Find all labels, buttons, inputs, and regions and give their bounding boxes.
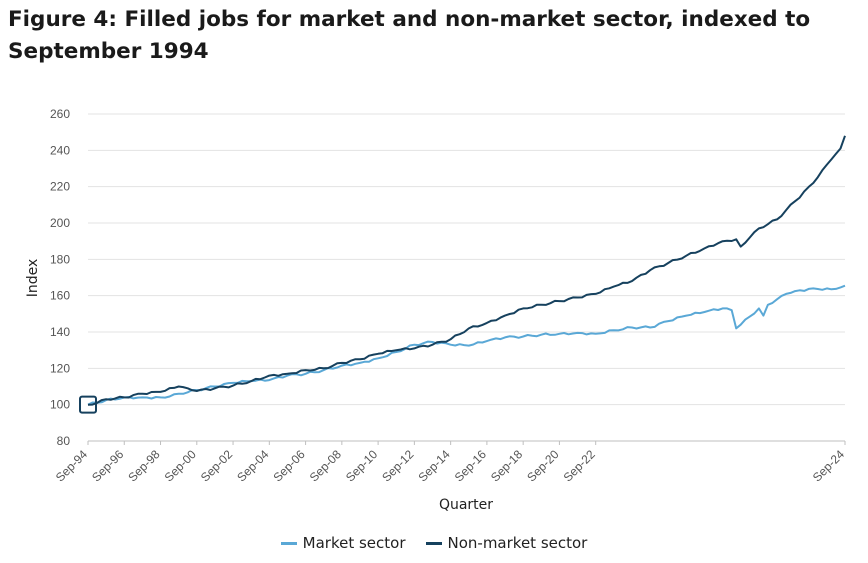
x-tick-label: Sep-00 xyxy=(162,447,199,484)
y-tick-label: 100 xyxy=(50,398,70,412)
chart-title: Figure 4: Filled jobs for market and non… xyxy=(8,7,811,64)
series-line-market xyxy=(87,284,846,406)
x-tick-label: Sep-04 xyxy=(234,447,271,484)
x-tick-label: Sep-94 xyxy=(53,447,90,484)
series-line-non-market xyxy=(87,135,846,406)
y-tick-label: 160 xyxy=(50,289,70,303)
legend-label-non-market: Non-market sector xyxy=(447,534,588,552)
y-tick-label: 140 xyxy=(50,325,70,339)
x-tick-label: Sep-20 xyxy=(524,447,561,484)
legend-item-non-market: Non-market sector xyxy=(425,534,588,552)
series-lines xyxy=(87,135,846,406)
x-tick-label: Sep-24 xyxy=(810,447,847,484)
x-tick-label: Sep-16 xyxy=(452,447,489,484)
y-tick-label: 240 xyxy=(50,143,70,157)
gridlines xyxy=(88,113,845,442)
x-tick-label: Sep-14 xyxy=(415,447,452,484)
x-tick-label: Sep-96 xyxy=(89,447,126,484)
legend-item-market: Market sector xyxy=(280,534,406,552)
x-tick-label: Sep-10 xyxy=(343,447,380,484)
x-tick-label: Sep-12 xyxy=(379,447,416,484)
y-tick-label: 180 xyxy=(50,252,70,266)
x-tick-label: Sep-02 xyxy=(198,447,235,484)
y-tick-label: 200 xyxy=(50,216,70,230)
legend-swatch-market xyxy=(280,541,297,545)
x-tick-label: Sep-98 xyxy=(125,447,162,484)
legend-swatch-non-market xyxy=(425,541,442,545)
legend-label-market: Market sector xyxy=(302,534,406,552)
x-axis-title: Quarter xyxy=(439,497,493,513)
highlight-marker xyxy=(79,395,97,414)
y-axis-title: Index xyxy=(25,259,41,298)
x-tick-label: Sep-22 xyxy=(561,447,598,484)
x-tick-labels: Sep-94Sep-96Sep-98Sep-00Sep-02Sep-04Sep-… xyxy=(53,441,847,484)
y-tick-label: 260 xyxy=(50,107,70,121)
x-tick-label: Sep-08 xyxy=(307,447,344,484)
highlight-box xyxy=(79,395,97,414)
y-tick-label: 120 xyxy=(50,361,70,375)
legend: Market sector Non-market sector xyxy=(0,534,868,552)
y-tick-labels: 80 100 120 140 160 180 200 220 240 260 xyxy=(50,107,70,448)
y-tick-label: 220 xyxy=(50,180,70,194)
y-tick-label: 80 xyxy=(57,434,71,448)
x-tick-label: Sep-06 xyxy=(270,447,307,484)
x-tick-label: Sep-18 xyxy=(488,447,525,484)
